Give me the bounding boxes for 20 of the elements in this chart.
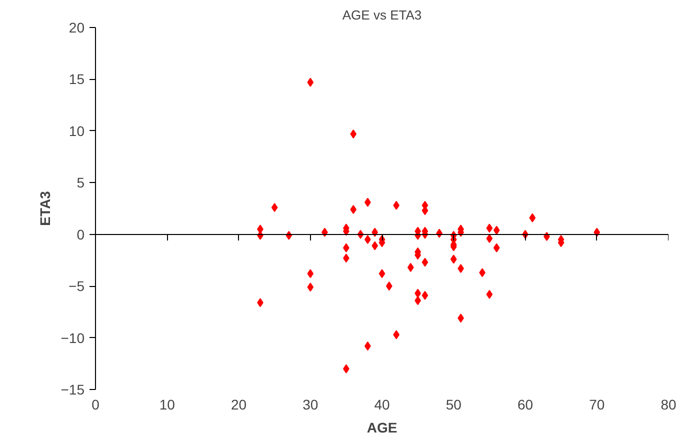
y-tick-label: 20: [68, 20, 85, 36]
y-tick-label: 5: [76, 174, 85, 191]
x-tick-label: 40: [374, 396, 390, 412]
x-tick-label: 80: [660, 396, 676, 412]
y-tick-label: −10: [60, 330, 85, 346]
chart-title: AGE vs ETA3: [342, 8, 422, 22]
x-tick-label: 0: [92, 396, 100, 412]
x-tick-label: 10: [159, 396, 176, 412]
y-tick-label: −5: [68, 278, 85, 294]
x-tick-label: 20: [230, 396, 247, 412]
x-tick-label: 60: [517, 396, 534, 412]
x-tick-label: 50: [446, 396, 462, 412]
x-tick-label: 70: [589, 396, 605, 412]
x-axis-title: AGE: [366, 420, 398, 436]
y-tick-label: 10: [68, 122, 85, 139]
y-axis-title: ETA3: [36, 190, 53, 226]
y-tick-label: −15: [60, 382, 85, 398]
x-tick-label: 30: [302, 396, 318, 412]
y-tick-label: 0: [76, 226, 85, 242]
y-tick-label: 15: [68, 71, 85, 88]
